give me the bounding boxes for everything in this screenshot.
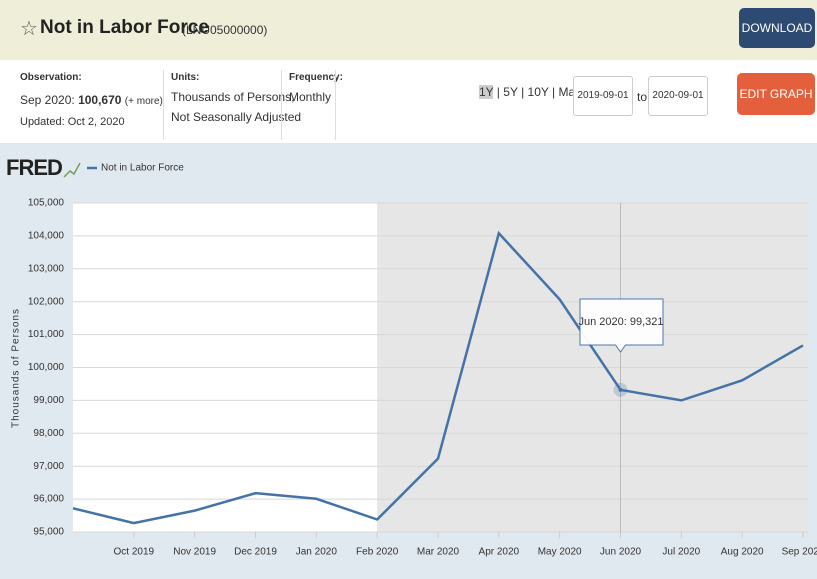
to: to [637, 90, 648, 104]
legend-label: Not in Labor Force [101, 163, 184, 174]
x-tick-label: Apr 2020 [479, 547, 520, 558]
download-button[interactable]: DOWNLOAD ⬇ [739, 8, 815, 75]
header: ☆ Not in Labor Force (LNU05000000) DOWNL… [0, 0, 817, 75]
obs-date: Sep 2020: [20, 93, 75, 107]
range-buttons: 1Y | 5Y | 10Y | Max [479, 85, 582, 99]
fred-logo: FRED [6, 155, 62, 180]
star-icon[interactable]: ☆ [20, 18, 38, 40]
units1: Thousands of Persons, [171, 90, 295, 104]
divider [163, 70, 164, 140]
start-date[interactable]: 2019-09-01 [573, 76, 633, 116]
y-axis-label: Thousands of Persons [11, 308, 22, 428]
y-tick-label: 100,000 [28, 362, 65, 373]
logo-icon [63, 162, 81, 178]
x-tick-label: Feb 2020 [356, 547, 399, 558]
end-date[interactable]: 2020-09-01 [648, 76, 708, 116]
edit-text: EDIT GRAPH [739, 87, 813, 101]
y-tick-label: 102,000 [28, 296, 65, 307]
y-tick-label: 97,000 [33, 461, 64, 472]
metadata: Observation: Sep 2020: 100,670 (+ more) … [0, 60, 817, 143]
x-tick-label: Mar 2020 [417, 547, 460, 558]
x-tick-label: Oct 2019 [114, 547, 155, 558]
edit-graph-button[interactable]: EDIT GRAPH ⚙ [737, 73, 815, 143]
divider [281, 70, 282, 140]
x-tick-label: Nov 2019 [173, 547, 216, 558]
y-tick-label: 96,000 [33, 494, 64, 505]
x-tick-label: May 2020 [538, 547, 582, 558]
frequency: Monthly [289, 90, 332, 104]
range-10y[interactable]: 10Y [527, 85, 549, 99]
y-tick-label: 104,000 [28, 231, 65, 242]
range-1y[interactable]: 1Y [479, 85, 494, 99]
series-line [72, 230, 804, 525]
units-label: Units: [171, 72, 200, 83]
range-5y[interactable]: 5Y [503, 85, 518, 99]
y-tick-label: 98,000 [33, 428, 64, 439]
y-tick-label: 101,000 [28, 329, 65, 340]
series-id: (LNU05000000) [182, 23, 268, 37]
hover-point [618, 387, 623, 392]
x-tick-label: Dec 2019 [234, 547, 277, 558]
observation-label: Observation: [20, 72, 82, 83]
more-link[interactable]: (+ more) [124, 96, 163, 107]
y-tick-label: 105,000 [28, 198, 65, 209]
y-tick-label: 99,000 [33, 395, 64, 406]
x-tick-label: Jan 2020 [296, 547, 338, 558]
frequency-label: Frequency: [289, 72, 343, 83]
updated: Updated: Oct 2, 2020 [20, 116, 125, 128]
x-tick-label: Sep 2020 [782, 547, 817, 558]
x-tick-label: Jun 2020 [600, 547, 642, 558]
x-tick-label: Aug 2020 [721, 547, 764, 558]
chart: FRED Thousands of Persons 95,000 96,000 97… [0, 143, 817, 579]
observation: Sep 2020: 100,670 (+ more) [20, 93, 163, 107]
tooltip-box [579, 298, 664, 353]
y-tick-label: 103,000 [28, 263, 65, 274]
units2: Not Seasonally Adjusted [171, 110, 302, 124]
tooltip-text: Jun 2020: 99,321 [578, 316, 663, 328]
x-tick-label: Jul 2020 [662, 547, 700, 558]
y-tick-label: 95,000 [33, 527, 64, 538]
download-text: DOWNLOAD [741, 21, 813, 35]
divider [335, 70, 336, 140]
obs-value: 100,670 [78, 93, 122, 107]
title: Not in Labor Force [40, 17, 209, 38]
